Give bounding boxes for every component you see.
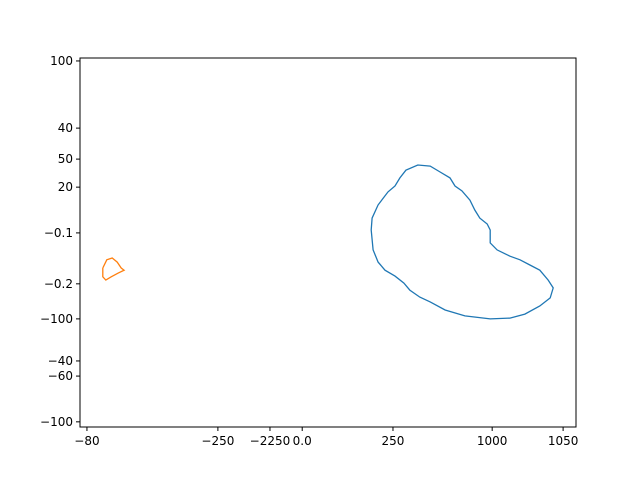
y-tick-label: 40	[58, 121, 73, 135]
y-tick-label: 20	[58, 180, 73, 194]
y-tick-label: 100	[50, 54, 73, 68]
series-line	[102, 257, 126, 281]
y-tick-label: −100	[40, 415, 73, 429]
y-tick-label: −40	[48, 354, 73, 368]
y-tick-label: 50	[58, 152, 73, 166]
x-tick-label: 1050	[548, 434, 579, 448]
y-tick-label: −100	[40, 312, 73, 326]
series-line	[370, 164, 554, 320]
x-tick-label: −80	[74, 434, 99, 448]
x-tick-label: 0.0	[293, 434, 312, 448]
y-tick-label: −0.2	[44, 277, 73, 291]
x-tick-label: −250	[201, 434, 234, 448]
x-tick-label: −2250	[250, 434, 291, 448]
plot-frame	[79, 57, 577, 428]
x-tick-label: 250	[382, 434, 405, 448]
x-tick-label: 1000	[477, 434, 508, 448]
y-tick-label: −60	[48, 369, 73, 383]
y-tick-label: −0.1	[44, 226, 73, 240]
